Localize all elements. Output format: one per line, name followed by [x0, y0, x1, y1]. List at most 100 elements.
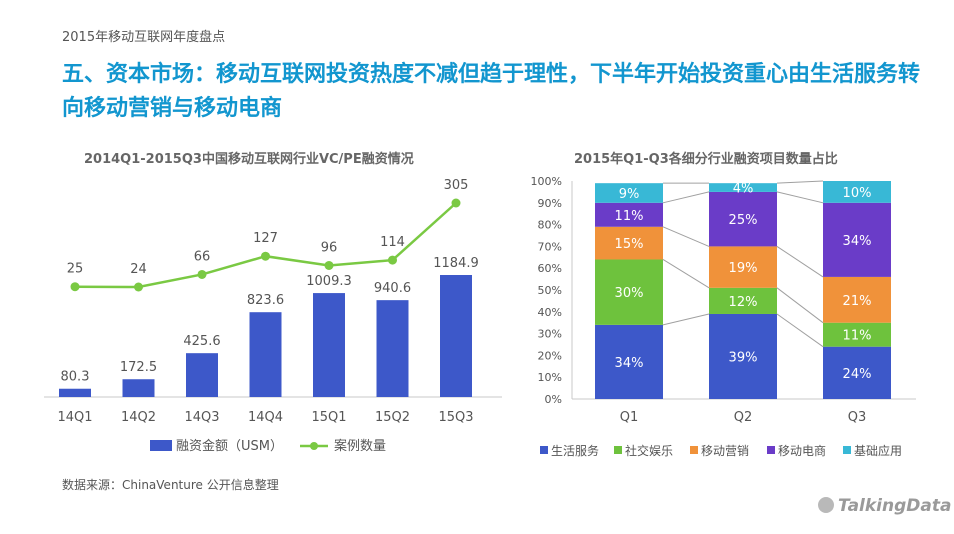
segment-label: 15% [615, 237, 644, 252]
left-x-tick-label: 15Q1 [311, 410, 346, 425]
legend-swatch-segment [614, 446, 622, 454]
legend-swatch-segment [843, 446, 851, 454]
segment-connector [776, 180, 824, 184]
right-y-tick-label: 80% [538, 219, 562, 232]
funding-bar [186, 353, 218, 397]
funding-bar-label: 425.6 [183, 334, 220, 349]
page-title: 五、资本市场：移动互联网投资热度不减但趋于理性，下半年开始投资重心由生活服务转向… [62, 62, 921, 121]
funding-bar [249, 312, 282, 397]
left-x-tick-label: 15Q2 [375, 410, 410, 425]
data-source: 数据来源：ChinaVenture 公开信息整理 [62, 478, 279, 492]
deal-count-label: 305 [444, 178, 469, 193]
legend-marker-deals [310, 442, 318, 450]
deal-count-label: 114 [380, 235, 405, 250]
deal-count-point [451, 198, 461, 208]
segment-label: 11% [615, 209, 644, 224]
brand-name: TalkingData [838, 496, 952, 516]
right-x-tick-label: Q2 [734, 410, 753, 425]
segment-connector [776, 287, 824, 324]
funding-bar-label: 940.6 [374, 281, 411, 296]
funding-bar-label: 1184.9 [433, 256, 479, 271]
segment-label: 34% [615, 356, 644, 371]
segment-label: 39% [729, 350, 758, 365]
funding-bar [59, 388, 91, 397]
segment-label: 12% [729, 295, 758, 310]
deal-count-point [134, 282, 143, 292]
funding-bar-label: 823.6 [247, 293, 284, 308]
right-y-tick-label: 40% [538, 306, 562, 319]
funding-bar [122, 379, 155, 397]
legend-label-segment: 移动营销 [701, 444, 749, 458]
segment-connector [662, 226, 710, 247]
legend-label-segment: 社交娱乐 [625, 443, 673, 458]
left-x-tick-label: 14Q4 [248, 410, 283, 425]
segment-bar [709, 246, 777, 288]
segment-label: 10% [843, 186, 872, 201]
segment-bar [709, 183, 777, 192]
segment-label: 21% [843, 294, 872, 309]
right-y-tick-label: 60% [538, 262, 562, 275]
left-x-tick-label: 14Q1 [57, 410, 92, 425]
segment-bar [823, 322, 891, 347]
left-chart-title: 2014Q1-2015Q3中国移动互联网行业VC/PE融资情况 [84, 152, 414, 167]
segment-bar [595, 183, 663, 203]
legend-swatch-segment [690, 446, 698, 454]
deal-count-point [70, 282, 80, 292]
segment-bar [709, 313, 777, 399]
funding-bar-label: 172.5 [120, 360, 157, 375]
segment-connector [662, 313, 710, 326]
legend-label-deals: 案例数量 [334, 439, 386, 454]
funding-bar [313, 293, 345, 397]
right-x-tick-label: Q3 [848, 410, 867, 425]
legend-swatch-segment [767, 446, 775, 454]
segment-label: 11% [843, 329, 872, 344]
deal-count-label: 127 [253, 231, 278, 246]
segment-connector [662, 259, 710, 289]
deal-count-label: 24 [130, 262, 147, 277]
segment-bar [709, 287, 777, 314]
segment-bar [823, 346, 891, 399]
left-x-tick-label: 14Q2 [121, 410, 156, 425]
segment-label: 34% [843, 234, 872, 249]
right-x-tick-label: Q1 [620, 410, 639, 425]
right-y-tick-label: 0% [545, 393, 562, 406]
deal-count-label: 66 [194, 249, 211, 264]
report-label: 2015年移动互联网年度盘点 [62, 30, 226, 45]
right-y-tick-label: 100% [531, 175, 562, 188]
right-chart-title: 2015年Q1-Q3各细分行业融资项目数量占比 [574, 152, 838, 167]
funding-bar-label: 1009.3 [306, 274, 352, 289]
segment-label: 24% [843, 367, 872, 382]
segment-label: 4% [733, 182, 754, 197]
segment-label: 9% [619, 187, 640, 202]
segment-label: 30% [615, 286, 644, 301]
deal-count-point [197, 269, 207, 279]
left-x-tick-label: 14Q3 [184, 410, 219, 425]
segment-label: 25% [729, 213, 758, 228]
legend-swatch-funding [150, 440, 172, 451]
segment-bar [823, 276, 891, 323]
deal-count-point [261, 251, 270, 261]
right-y-tick-label: 30% [538, 328, 562, 341]
funding-bar-label: 80.3 [61, 370, 90, 385]
segment-connector [662, 191, 710, 204]
segment-bar [709, 191, 777, 247]
legend-label-segment: 生活服务 [551, 443, 599, 458]
deal-count-point [324, 260, 334, 270]
segment-bar [595, 202, 663, 227]
right-y-tick-label: 90% [538, 197, 562, 210]
deal-count-label: 96 [321, 240, 338, 255]
brand-icon [818, 497, 834, 513]
segment-bar [595, 324, 663, 399]
legend-label-segment: 移动电商 [778, 443, 826, 458]
segment-connector [776, 245, 824, 278]
legend-label-segment: 基础应用 [854, 443, 902, 458]
segment-label: 19% [729, 261, 758, 276]
segment-bar [823, 202, 891, 277]
right-y-tick-label: 70% [538, 240, 562, 253]
segment-bar [595, 259, 663, 325]
right-y-tick-label: 50% [538, 284, 562, 297]
legend-swatch-segment [540, 446, 548, 454]
funding-bar [376, 300, 409, 397]
left-x-tick-label: 15Q3 [438, 410, 473, 425]
